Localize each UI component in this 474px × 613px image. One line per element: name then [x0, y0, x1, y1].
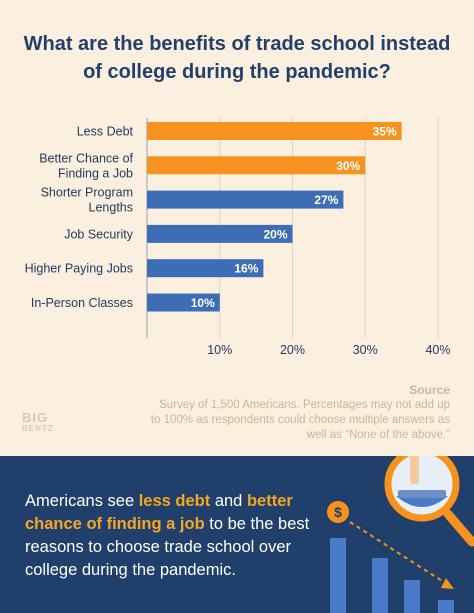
- bar-value-label: 30%: [336, 159, 360, 173]
- category-label: Higher Paying Jobs: [25, 262, 133, 276]
- bar-value-label: 35%: [373, 125, 397, 139]
- bar: [147, 190, 344, 209]
- bar-value-label: 27%: [314, 193, 338, 207]
- summary-highlight-less-debt: less debt: [138, 492, 211, 510]
- bar-value-label: 16%: [234, 262, 258, 276]
- bar: [147, 293, 220, 312]
- category-label: Finding a Job: [58, 166, 133, 180]
- summary-part-1: Americans see: [25, 492, 139, 510]
- x-tick-label: 10%: [207, 343, 232, 357]
- illus-bar-1: [330, 538, 346, 613]
- summary-part-3: to be the best reasons to choose trade s…: [25, 515, 310, 579]
- chart-bars: 35% 30% 27% 20% 16% 10%: [147, 122, 402, 312]
- chart-section: What are the benefits of trade school in…: [22, 33, 451, 441]
- illus-bar-3: [404, 580, 420, 613]
- category-label: Less Debt: [77, 125, 134, 139]
- bar: [147, 156, 366, 175]
- category-label: Shorter Program: [41, 186, 133, 200]
- bar-value-label: 10%: [191, 296, 215, 310]
- illus-bar-2: [372, 558, 388, 613]
- illustration: $: [327, 456, 474, 613]
- x-tick-label: 20%: [280, 343, 305, 357]
- illus-bar-4: [438, 600, 454, 613]
- logo-line-1: BIG: [22, 410, 49, 425]
- category-label: In-Person Classes: [31, 296, 133, 310]
- x-tick-label: 30%: [353, 343, 378, 357]
- page-title: What are the benefits of trade school in…: [23, 33, 451, 83]
- source-heading: Source: [409, 383, 450, 397]
- x-tick-label: 40%: [425, 343, 450, 357]
- category-label: Job Security: [64, 227, 134, 241]
- coin-icon: $: [327, 501, 349, 523]
- logo-line-2: RENTZ: [22, 424, 54, 433]
- summary-section: Americans see less debt and better chanc…: [0, 456, 474, 613]
- bar-value-label: 20%: [263, 227, 287, 241]
- bar-chart: 35% 30% 27% 20% 16% 10% Less Debt Better Chanc…: [25, 118, 451, 357]
- summary-part-2: and: [210, 492, 247, 510]
- category-label: Lengths: [89, 201, 133, 215]
- magnifying-glass-icon: [384, 456, 474, 547]
- illus-trend-arrow: [349, 521, 451, 587]
- bar: [147, 224, 293, 243]
- chart-tick-labels: 10% 20% 30% 40%: [207, 343, 450, 357]
- source-text: Survey of 1,500 Americans. Percentages m…: [150, 399, 450, 441]
- summary-highlight-better-chance: better chance of finding a job: [25, 492, 293, 533]
- bigrentz-logo: BIG RENTZ: [22, 410, 62, 434]
- bar: [147, 259, 264, 278]
- coin-symbol: $: [334, 504, 342, 520]
- summary-text: Americans see less debt and better chanc…: [25, 490, 325, 582]
- bar: [147, 122, 402, 140]
- category-label: Better Chance of: [39, 151, 133, 165]
